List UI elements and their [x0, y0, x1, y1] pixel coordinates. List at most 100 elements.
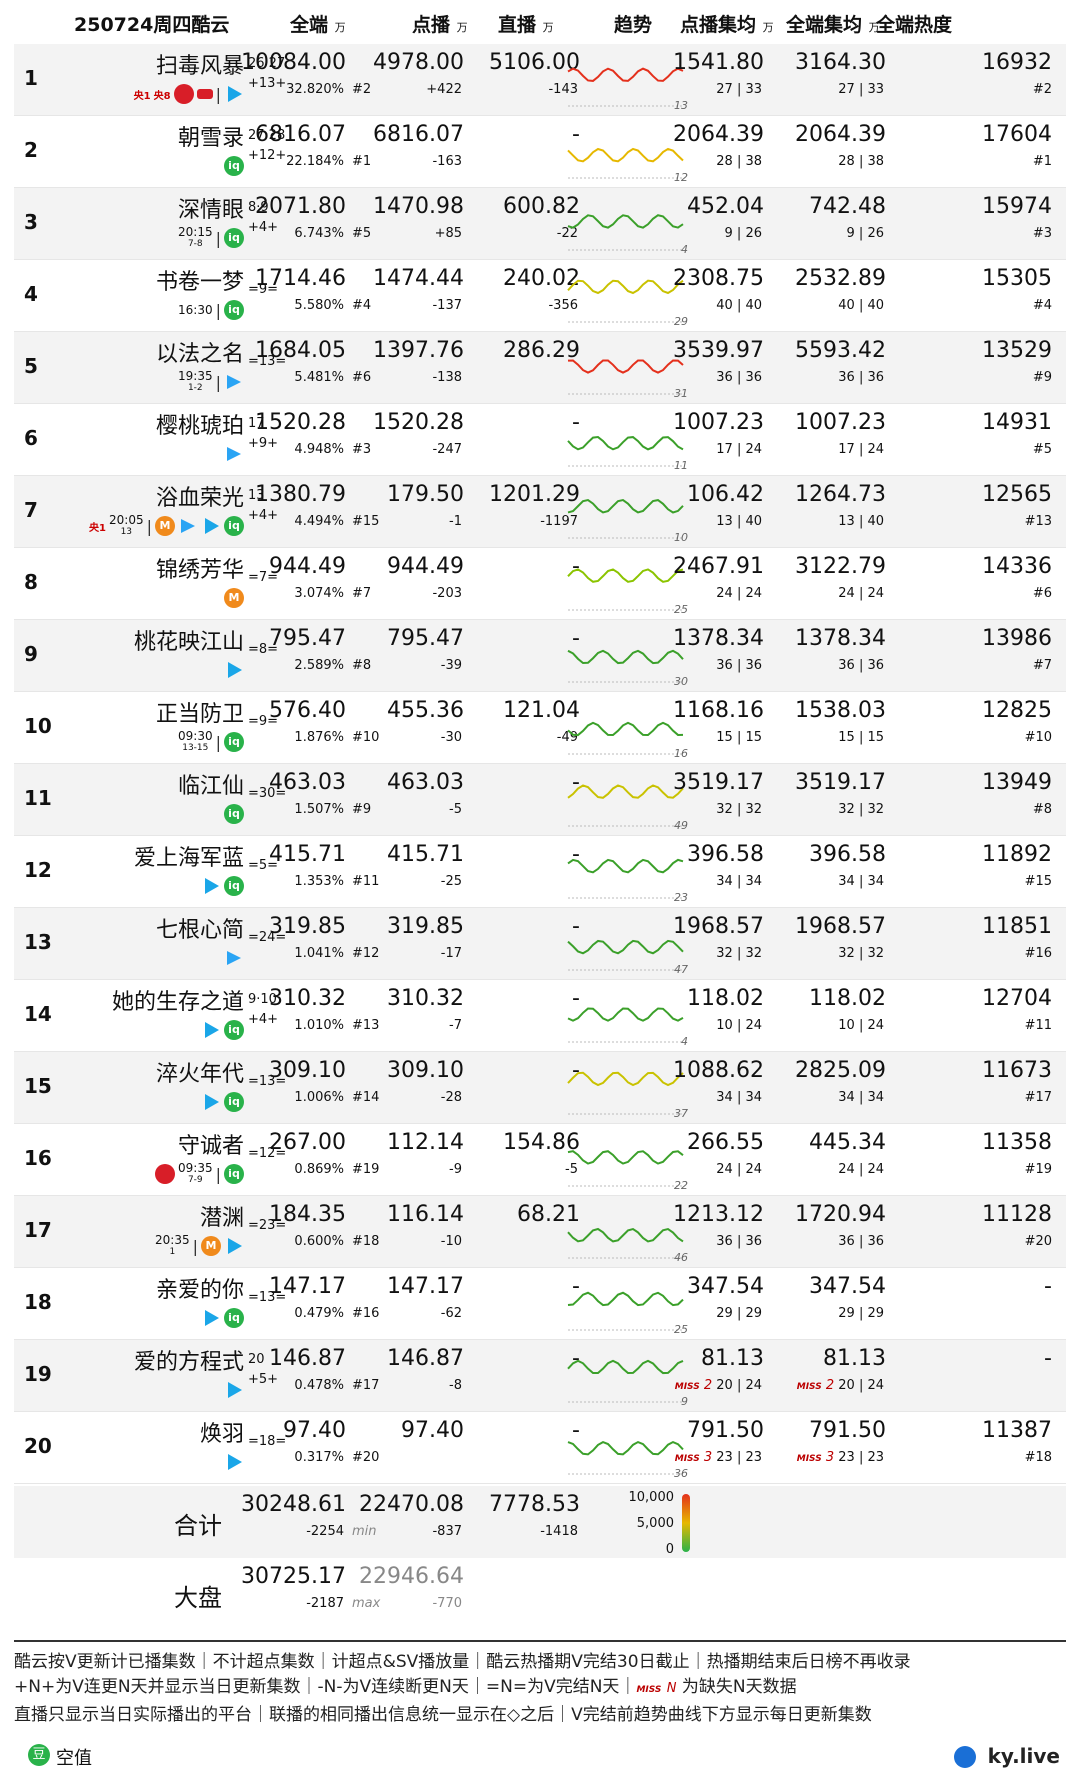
heat-rank: #17 [1024, 1090, 1052, 1105]
show-title[interactable]: 锦绣芳华 [155, 558, 244, 583]
totals-play-min: min [352, 1524, 377, 1539]
show-title[interactable]: 七根心简 [155, 918, 244, 943]
avg-play: 452.04 [687, 194, 764, 219]
play-value: 463.03 [387, 770, 464, 795]
play-rank: #14 [352, 1090, 380, 1105]
all-percent: 6.743% [294, 226, 344, 241]
avg-play-episodes: 17 | 24 [716, 442, 762, 457]
trend-days: 11 [674, 459, 688, 472]
show-title[interactable]: 浴血荣光 [155, 486, 244, 511]
live-value: - [572, 410, 580, 435]
show-title[interactable]: 书卷一梦 [155, 270, 244, 295]
trend-sparkline [567, 279, 684, 323]
streak: =13= [248, 354, 287, 369]
play-rank: #10 [352, 730, 380, 745]
all-value: 415.71 [269, 842, 346, 867]
play-value: 116.14 [387, 1202, 464, 1227]
avg-play: 81.13 [701, 1346, 764, 1371]
all-value: 97.40 [283, 1418, 346, 1443]
ranking-table: 1 扫毒风暴 央1 央8 | 26·27 +13+ 10084.00 32.820% 4978.0… [14, 44, 1066, 1484]
show-title[interactable]: 临江仙 [177, 774, 244, 799]
trend-sparkline [567, 1227, 684, 1259]
header-heat: 全端热度 [876, 14, 953, 36]
show-title[interactable]: 正当防卫 [155, 702, 244, 727]
heat-value: 11128 [982, 1202, 1052, 1227]
all-percent: 5.481% [294, 370, 344, 385]
heat-rank: #1 [1032, 154, 1052, 169]
trend-chart: 10 [564, 478, 688, 544]
heat-rank: #19 [1024, 1162, 1052, 1177]
legend-line-2: +N+为V连更N天并显示当日更新集数｜-N-为V连续断更N天｜=N=为V完结N天… [14, 1677, 797, 1697]
play-delta: -1 [449, 514, 462, 529]
avg-play-episodes: MISS 3 23 | 23 [674, 1450, 762, 1465]
avg-play-episodes: 13 | 40 [716, 514, 762, 529]
show-title[interactable]: 朝雪录 [177, 126, 244, 151]
play-delta: -62 [440, 1306, 462, 1321]
title-cell: 桃花映江山 [64, 624, 244, 688]
live-delta: -22 [556, 226, 578, 241]
avg-all-episodes: 9 | 26 [846, 226, 884, 241]
rank: 12 [24, 858, 52, 882]
heat-rank: #6 [1032, 586, 1052, 601]
heat-rank: #20 [1024, 1234, 1052, 1249]
avg-all-episodes: 34 | 34 [838, 874, 884, 889]
title-cell: 扫毒风暴 央1 央8 | [64, 48, 244, 112]
heat-value: 13986 [982, 626, 1052, 651]
table-row: 14 她的生存之道 iq 9·10 +4+ 310.32 1.010% 310.32 #13 -7… [14, 980, 1066, 1052]
table-row: 12 爱上海军蓝 iq =5= 415.71 1.353% 415.71 #11 -25-23 3… [14, 836, 1066, 908]
table-row: 6 樱桃琥珀 17 +9+ 1520.28 4.948% 1520.28 #3 -247-11 1… [14, 404, 1066, 476]
live-delta: -143 [548, 82, 578, 97]
trend-days: 13 [674, 99, 688, 112]
scale-gradient-bar [682, 1494, 690, 1552]
avg-all-episodes: 24 | 24 [838, 1162, 884, 1177]
table-row: 18 亲爱的你 iq =13= 147.17 0.479% 147.17 #16 -62-25 3… [14, 1268, 1066, 1340]
table-row: 10 正当防卫 09:30 13-15 | iq =9= 576.40 1.876% 455.36… [14, 692, 1066, 764]
show-title[interactable]: 以法之名 [155, 342, 244, 367]
play-value: 455.36 [387, 698, 464, 723]
kylive-logo-icon [954, 1746, 976, 1768]
platform-list: iq [201, 1018, 244, 1042]
avg-play-episodes: MISS 2 20 | 24 [674, 1378, 762, 1393]
totals-play: 22470.08 [359, 1492, 464, 1517]
tencent-video-icon [205, 1022, 219, 1038]
trend-days: 30 [674, 675, 688, 688]
play-value: 1520.28 [373, 410, 464, 435]
show-title[interactable]: 守诚者 [177, 1134, 244, 1159]
play-value: 795.47 [387, 626, 464, 651]
heat-rank: #8 [1032, 802, 1052, 817]
show-title[interactable]: 亲爱的你 [155, 1278, 244, 1303]
trend-days: 36 [674, 1467, 688, 1480]
show-title[interactable]: 淬火年代 [155, 1062, 244, 1087]
show-title[interactable]: 深情眼 [177, 198, 244, 223]
rank: 10 [24, 714, 52, 738]
avg-all-episodes: 15 | 15 [838, 730, 884, 745]
table-row: 1 扫毒风暴 央1 央8 | 26·27 +13+ 10084.00 32.820% 4978.0… [14, 44, 1066, 116]
show-title[interactable]: 潜渊 [199, 1206, 244, 1231]
heat-value: 12565 [982, 482, 1052, 507]
platform-list [224, 658, 244, 682]
heat-rank: #7 [1032, 658, 1052, 673]
live-value: 600.82 [503, 194, 580, 219]
youku-icon [181, 519, 195, 533]
streak: =8= [248, 642, 279, 657]
show-title[interactable]: 她的生存之道 [111, 990, 244, 1015]
platform-list [224, 1378, 244, 1402]
show-title[interactable]: 桃花映江山 [133, 630, 244, 655]
play-delta: -203 [432, 586, 462, 601]
trend-sparkline [567, 498, 684, 539]
platform-list: iq [201, 1090, 244, 1114]
show-title[interactable]: 爱的方程式 [133, 1350, 244, 1375]
show-title[interactable]: 爱上海军蓝 [133, 846, 244, 871]
streak: =13= [248, 1074, 287, 1089]
heat-value: 11892 [982, 842, 1052, 867]
trend-sparkline [567, 1440, 684, 1475]
avg-all-episodes: 27 | 33 [838, 82, 884, 97]
play-delta: -163 [432, 154, 462, 169]
avg-play: 396.58 [687, 842, 764, 867]
show-title[interactable]: 樱桃琥珀 [155, 414, 244, 439]
streak: =23= [248, 1218, 287, 1233]
show-title[interactable]: 扫毒风暴 [155, 54, 244, 79]
mango-tv-icon: M [155, 516, 175, 536]
show-title[interactable]: 焕羽 [199, 1422, 244, 1447]
market-play: 22946.64 [359, 1564, 464, 1589]
